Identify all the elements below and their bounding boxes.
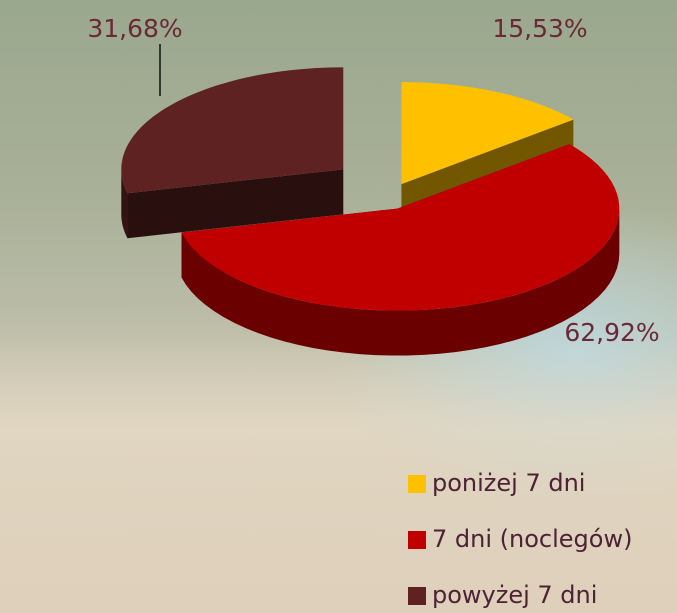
legend-label: poniżej 7 dni bbox=[432, 469, 585, 497]
legend-label: powyżej 7 dni bbox=[432, 581, 597, 609]
legend-swatch bbox=[408, 531, 426, 549]
data-label: 62,92% bbox=[564, 318, 659, 347]
page: 15,53% 62,92% 31,68% poniżej 7 dni 7 dni (no… bbox=[0, 0, 677, 613]
data-label: 31,68% bbox=[87, 14, 182, 43]
legend-swatch bbox=[408, 475, 426, 493]
legend-swatch bbox=[408, 587, 426, 605]
chart: 15,53% 62,92% 31,68% poniżej 7 dni 7 dni (no… bbox=[0, 0, 677, 613]
data-label: 15,53% bbox=[492, 14, 587, 43]
legend-label: 7 dni (noclegów) bbox=[432, 525, 632, 553]
